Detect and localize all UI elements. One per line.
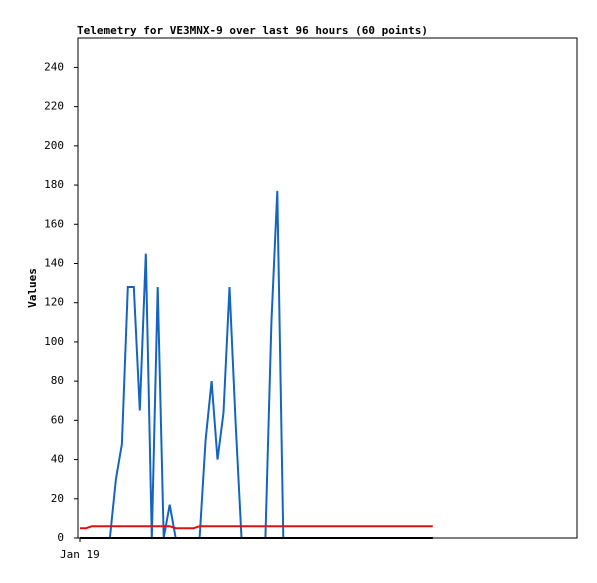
- y-tick-label: 60: [51, 413, 64, 426]
- y-tick-label: 160: [44, 217, 64, 230]
- chart-title: Telemetry for VE3MNX-9 over last 96 hour…: [77, 24, 428, 37]
- y-tick-label: 20: [51, 492, 64, 505]
- y-tick-label: 40: [51, 453, 64, 466]
- y-tick-label: 0: [57, 531, 64, 544]
- y-tick-label: 200: [44, 139, 64, 152]
- y-tick-label: 80: [51, 374, 64, 387]
- y-tick-label: 240: [44, 60, 64, 73]
- y-tick-label: 180: [44, 178, 64, 191]
- y-tick-label: 100: [44, 335, 64, 348]
- y-axis-label: Values: [26, 268, 39, 308]
- y-tick-label: 220: [44, 100, 64, 113]
- y-tick-label: 140: [44, 256, 64, 269]
- series-line: [80, 525, 433, 530]
- x-tick-label: Jan 19: [60, 548, 100, 561]
- y-tick-label: 120: [44, 296, 64, 309]
